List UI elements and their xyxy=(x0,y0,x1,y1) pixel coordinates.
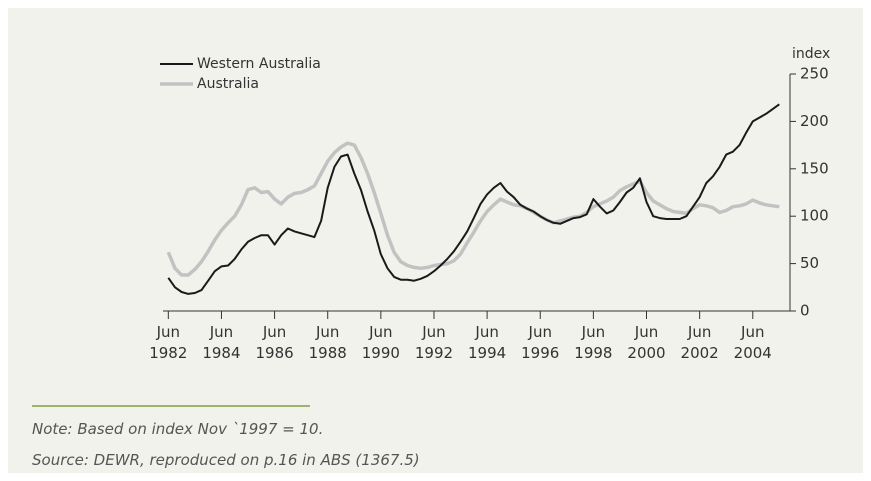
x-tick-label: Jun 1986 xyxy=(255,323,294,362)
x-tick-label: Jun 2004 xyxy=(733,323,772,362)
line-series xyxy=(167,103,780,295)
y-tick-label: 50 xyxy=(800,254,819,272)
y-axis-label: index xyxy=(792,46,830,62)
x-tick-label: Jun 1994 xyxy=(468,323,507,362)
x-tick-label: Jun 1990 xyxy=(361,323,400,362)
x-tick-label: Jun 2002 xyxy=(680,323,719,362)
x-tick-label: Jun 1996 xyxy=(521,323,560,362)
x-tick-label: Jun 1982 xyxy=(149,323,188,362)
y-tick-label: 200 xyxy=(800,112,829,130)
x-tick-label: Jun 2000 xyxy=(627,323,666,362)
legend-label: Western Australia xyxy=(197,56,321,72)
separator xyxy=(32,405,310,407)
y-tick-label: 250 xyxy=(800,65,829,83)
panel xyxy=(8,8,863,473)
x-tick-label: Jun 1984 xyxy=(202,323,241,362)
y-tick-label: 0 xyxy=(800,302,810,320)
x-tick-label: Jun 1988 xyxy=(308,323,347,362)
legend-label: Australia xyxy=(197,76,259,92)
source: Source: DEWR, reproduced on p.16 in ABS … xyxy=(32,451,420,469)
line-series xyxy=(166,141,780,277)
x-tick-label: Jun 1998 xyxy=(574,323,613,362)
note: Note: Based on index Nov `1997 = 10. xyxy=(32,420,324,438)
x-tick-label: Jun 1992 xyxy=(414,323,454,362)
y-tick-label: 100 xyxy=(800,207,829,225)
y-tick-label: 150 xyxy=(800,159,829,177)
